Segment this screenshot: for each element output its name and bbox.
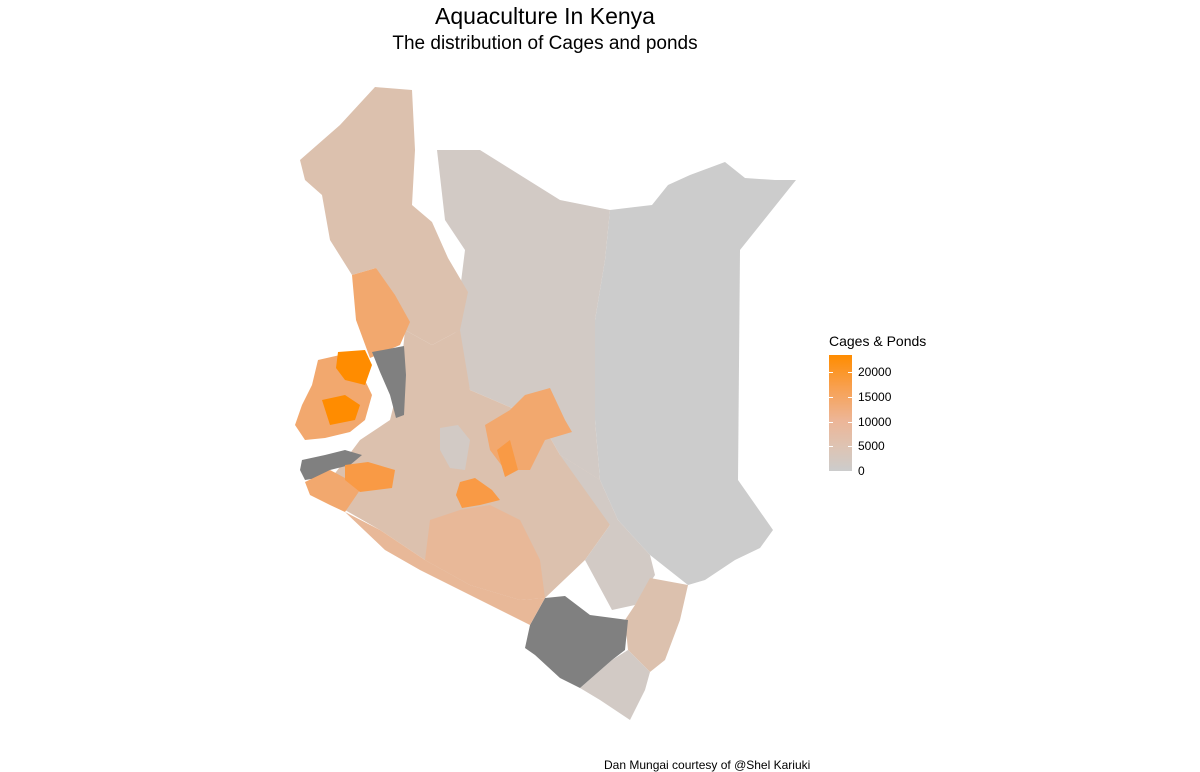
legend-colorbar	[829, 355, 852, 471]
legend-title: Cages & Ponds	[829, 333, 927, 349]
region-kitui	[560, 455, 655, 610]
legend-tick-mark	[848, 471, 852, 472]
region-kilifi	[625, 578, 688, 672]
legend-tick-mark	[829, 372, 833, 374]
legend-tick-mark	[829, 471, 833, 472]
legend-tick-label: 5000	[858, 439, 885, 454]
region-kwale	[580, 650, 650, 720]
caption: Dan Mungai courtesy of @Shel Kariuki	[604, 758, 811, 772]
legend-tick-label: 20000	[858, 365, 892, 380]
map-title: Aquaculture In Kenya	[435, 3, 655, 29]
legend-tick-mark	[829, 396, 833, 398]
legend-tick-mark	[848, 372, 852, 374]
legend-tick-mark	[829, 421, 833, 423]
legend-tick-label: 0	[858, 464, 865, 478]
legend-tick-mark	[829, 446, 833, 448]
region-north-west	[300, 87, 468, 345]
lake-victoria-region	[300, 450, 362, 480]
region-kisii	[345, 462, 395, 492]
legend: Cages & Ponds 20000 15000 10000 5000 0	[829, 333, 969, 483]
legend-tick-mark	[848, 421, 852, 423]
legend-tick-label: 10000	[858, 414, 892, 429]
legend-tick-mark	[848, 446, 852, 448]
region-west-pokot	[352, 268, 410, 358]
region-north-east	[595, 162, 796, 585]
region-baringo-nodata	[372, 346, 406, 418]
region-narok	[345, 512, 545, 625]
region-murang-a	[456, 478, 500, 508]
region-kajiado	[425, 505, 545, 600]
map-subtitle: The distribution of Cages and ponds	[392, 33, 698, 54]
legend-tick-mark	[848, 396, 852, 398]
region-nakuru-ish	[440, 425, 470, 470]
region-north-central	[437, 150, 610, 480]
region-kakamega	[336, 350, 372, 385]
region-embu	[497, 440, 518, 477]
legend-tick-label: 15000	[858, 389, 892, 404]
region-vihiga	[322, 395, 360, 425]
region-taita-taveta-nodata	[525, 596, 628, 688]
